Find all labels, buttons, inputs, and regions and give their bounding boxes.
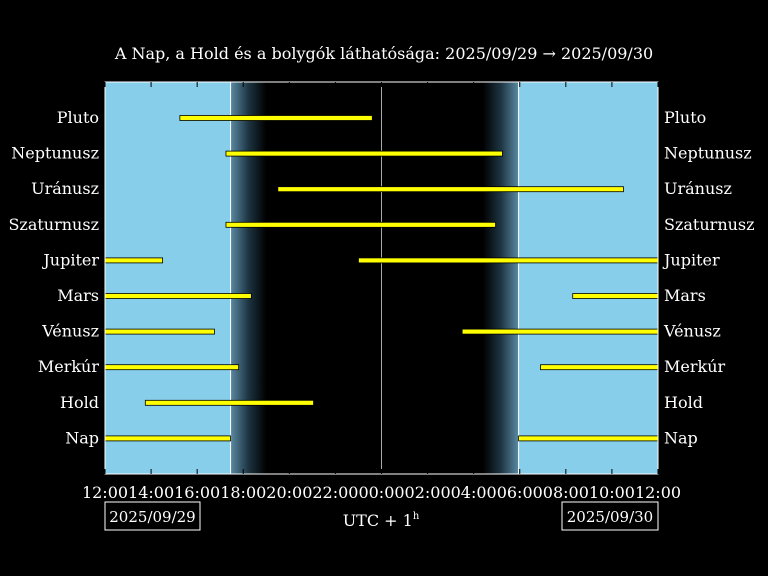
bar-jupiter-1 (358, 257, 659, 264)
bar-neptunusz-0 (225, 150, 503, 157)
day-region-end (518, 82, 658, 474)
x-tick-label-7: 02:00 (405, 483, 451, 502)
bar-merkúr-0 (104, 364, 240, 371)
label-left-pluto: Pluto (57, 108, 99, 127)
label-right-uránusz: Uránusz (664, 179, 732, 198)
x-tick-label-1: 14:00 (128, 483, 174, 502)
x-tick-label-9: 06:00 (497, 483, 543, 502)
x-tick-label-6: 00:00 (358, 483, 404, 502)
x-tick-labels: 12:00 14:00 16:00 18:00 20:00 22:00 00:00 02:00… (82, 483, 681, 502)
y-labels-left: Pluto Neptunusz Uránusz Szaturnusz Jupiter Ma… (8, 108, 99, 447)
dusk-twilight (230, 82, 267, 474)
label-left-mars: Mars (57, 286, 99, 305)
start-date-label: 2025/09/29 (109, 508, 195, 526)
x-axis-label-superscript: h (413, 511, 420, 522)
x-tick-label-4: 20:00 (266, 483, 312, 502)
bar-mars-0 (104, 293, 252, 299)
x-tick-label-2: 16:00 (174, 483, 220, 502)
day-region-start (105, 82, 231, 474)
label-left-nap: Nap (65, 428, 99, 447)
x-axis-label: UTC + 1h (343, 511, 420, 530)
bar-jupiter-0 (104, 257, 164, 264)
label-left-hold: Hold (60, 393, 99, 412)
x-tick-label-5: 22:00 (312, 483, 358, 502)
end-date-box: 2025/09/30 (561, 501, 659, 531)
bar-pluto-0 (179, 115, 373, 121)
x-tick-label-12: 12:00 (635, 483, 681, 502)
visibility-bars (104, 115, 659, 442)
x-tick-label-10: 08:00 (543, 483, 589, 502)
label-right-pluto: Pluto (664, 108, 706, 127)
x-tick-label-0: 12:00 (82, 483, 128, 502)
bar-vénusz-1 (461, 328, 659, 335)
dawn-twilight (482, 82, 519, 474)
x-tick-label-11: 10:00 (589, 483, 635, 502)
bar-nap-0 (104, 435, 231, 442)
label-left-szaturnusz: Szaturnusz (8, 215, 99, 234)
plot-frame (104, 81, 659, 475)
bar-hold-0 (144, 399, 314, 406)
label-left-neptunusz: Neptunusz (11, 144, 99, 163)
label-left-vénusz: Vénusz (41, 322, 99, 341)
plot-background (105, 82, 658, 474)
y-labels-right: Pluto Neptunusz Uránusz Szaturnusz Jupiter Ma… (662, 108, 755, 447)
label-left-jupiter: Jupiter (41, 250, 99, 269)
end-date-label: 2025/09/30 (567, 508, 653, 526)
label-right-neptunusz: Neptunusz (664, 144, 752, 163)
label-left-uránusz: Uránusz (31, 179, 99, 198)
start-date-box: 2025/09/29 (104, 501, 201, 531)
chart-title: A Nap, a Hold és a bolygók láthatósága: … (114, 44, 653, 63)
bar-uránusz-0 (277, 186, 624, 193)
label-right-szaturnusz: Szaturnusz (664, 215, 755, 234)
x-tick-label-8: 04:00 (451, 483, 497, 502)
bar-vénusz-0 (104, 328, 215, 335)
label-right-nap: Nap (664, 428, 698, 447)
bar-merkúr-1 (540, 364, 659, 371)
x-tick-label-3: 18:00 (220, 483, 266, 502)
label-right-vénusz: Vénusz (663, 322, 721, 341)
label-right-mars: Mars (664, 286, 706, 305)
bar-mars-1 (572, 293, 659, 299)
x-axis-label-text: UTC + 1 (343, 511, 413, 530)
bar-nap-1 (518, 435, 659, 442)
label-right-merkúr: Merkúr (664, 357, 726, 376)
bar-szaturnusz-0 (225, 221, 496, 228)
label-left-merkúr: Merkúr (38, 357, 100, 376)
label-right-jupiter: Jupiter (662, 250, 720, 269)
label-right-hold: Hold (664, 393, 703, 412)
